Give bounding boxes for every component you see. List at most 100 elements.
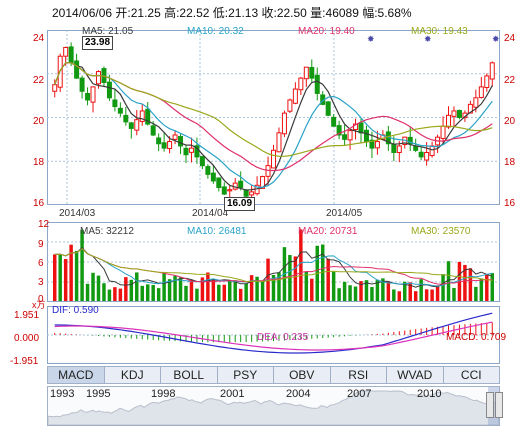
volume-bar <box>244 283 248 301</box>
vol-ma20-legend: MA20: 20731 <box>298 226 358 237</box>
volume-bar <box>91 272 95 301</box>
volume-bar <box>178 277 183 301</box>
candle-body <box>106 81 112 99</box>
candle-body <box>167 141 173 150</box>
volume-bar <box>107 289 112 301</box>
volume-bar <box>424 289 429 301</box>
candle-body <box>467 103 473 114</box>
volume-bar <box>145 284 150 301</box>
price-axis-label: 24 <box>504 33 516 44</box>
price-chart[interactable] <box>47 30 500 205</box>
volume-bar <box>271 274 276 301</box>
volume-bar <box>69 244 73 301</box>
volume-chart[interactable] <box>47 222 500 302</box>
range-handle[interactable] <box>495 392 503 418</box>
tab-macd[interactable]: MACD <box>48 367 105 383</box>
tab-obv[interactable]: OBV <box>274 367 331 383</box>
macd-axis-label: -1.951 <box>10 356 39 367</box>
candle-body <box>309 67 315 79</box>
candle-body <box>489 62 495 80</box>
volume-chart-svg <box>47 222 500 302</box>
volume-bar <box>474 286 478 301</box>
candle-body <box>336 125 342 136</box>
candle-body <box>161 142 167 149</box>
tab-psy[interactable]: PSY <box>218 367 274 383</box>
candle-body <box>440 125 446 139</box>
candle-body <box>287 99 293 112</box>
volume-bar <box>419 279 423 301</box>
volume-bar <box>113 287 117 301</box>
volume-bar <box>386 281 391 301</box>
candle-body <box>199 156 205 167</box>
volume-bar <box>184 285 188 301</box>
volume-bar <box>430 289 434 301</box>
candle-body <box>391 143 397 154</box>
price-axis-label: 20 <box>33 116 45 127</box>
volume-bar <box>255 276 259 301</box>
price-ma20-legend: MA20: 19.40 <box>298 26 355 37</box>
candle-body <box>314 74 320 94</box>
vol-axis-label: 12 <box>38 219 50 230</box>
price-axis-label: 16 <box>33 198 45 209</box>
date-tick: 2014/03 <box>59 208 96 219</box>
price-axis-label: 22 <box>33 75 45 86</box>
vol-unit-label: x万 <box>32 300 46 310</box>
volume-bar <box>129 279 134 301</box>
moving-average-line <box>54 62 493 157</box>
volume-bar <box>63 258 68 301</box>
candle-body <box>150 125 156 136</box>
volume-bar <box>353 286 358 301</box>
volume-bar <box>206 272 210 301</box>
volume-bar <box>403 281 407 301</box>
low-price-flag: 16.09 <box>224 197 256 211</box>
candle-body <box>446 114 452 128</box>
volume-bar <box>53 254 57 301</box>
candle-body <box>325 101 331 116</box>
volume-bar <box>74 250 79 301</box>
candle-body <box>90 86 96 103</box>
candle-body <box>243 190 249 197</box>
tab-kdj[interactable]: KDJ <box>105 367 161 383</box>
star-icon: ✸ <box>367 34 375 44</box>
volume-bar <box>156 288 161 301</box>
range-handle[interactable] <box>486 392 494 418</box>
tab-rsi[interactable]: RSI <box>331 367 387 383</box>
star-icon: ✸ <box>424 34 432 44</box>
candle-body <box>210 172 216 182</box>
year-label: 1995 <box>86 388 111 400</box>
date-tick: 2014/05 <box>326 208 363 219</box>
macd-chart[interactable] <box>47 306 500 364</box>
volume-bar <box>364 280 369 301</box>
volume-bar <box>118 288 123 301</box>
volume-bar <box>490 273 494 301</box>
volume-bar <box>124 277 128 301</box>
volume-bar <box>58 254 62 301</box>
quote-header: 2014/06/06 开:21.25 高:22.52 低:21.13 收:22.… <box>52 6 412 20</box>
vol-axis-label: 6 <box>38 258 44 269</box>
candle-body <box>429 145 435 157</box>
volume-bar <box>310 278 314 301</box>
volume-bar <box>173 275 177 301</box>
price-ma5-legend: MA5: 21.05 <box>82 26 134 37</box>
volume-bar <box>392 289 396 301</box>
dif-line <box>54 312 493 354</box>
candle-body <box>358 122 364 134</box>
candle-body <box>238 180 244 188</box>
candle-body <box>249 191 255 196</box>
candle-body <box>396 145 402 153</box>
candle-body <box>178 136 184 147</box>
candle-body <box>188 147 194 153</box>
tab-wvad[interactable]: WVAD <box>387 367 444 383</box>
tab-cci[interactable]: CCI <box>460 368 482 382</box>
volume-bar <box>277 272 281 301</box>
volume-bar <box>222 284 227 301</box>
volume-ma-line <box>54 248 493 283</box>
volume-bar <box>80 229 84 301</box>
candle-body <box>194 145 200 158</box>
volume-bar <box>397 291 402 301</box>
volume-bar <box>299 229 303 301</box>
candle-body <box>473 97 479 108</box>
history-overview[interactable] <box>47 386 500 426</box>
price-axis-label: 20 <box>504 116 516 127</box>
tab-boll[interactable]: BOLL <box>161 367 218 383</box>
